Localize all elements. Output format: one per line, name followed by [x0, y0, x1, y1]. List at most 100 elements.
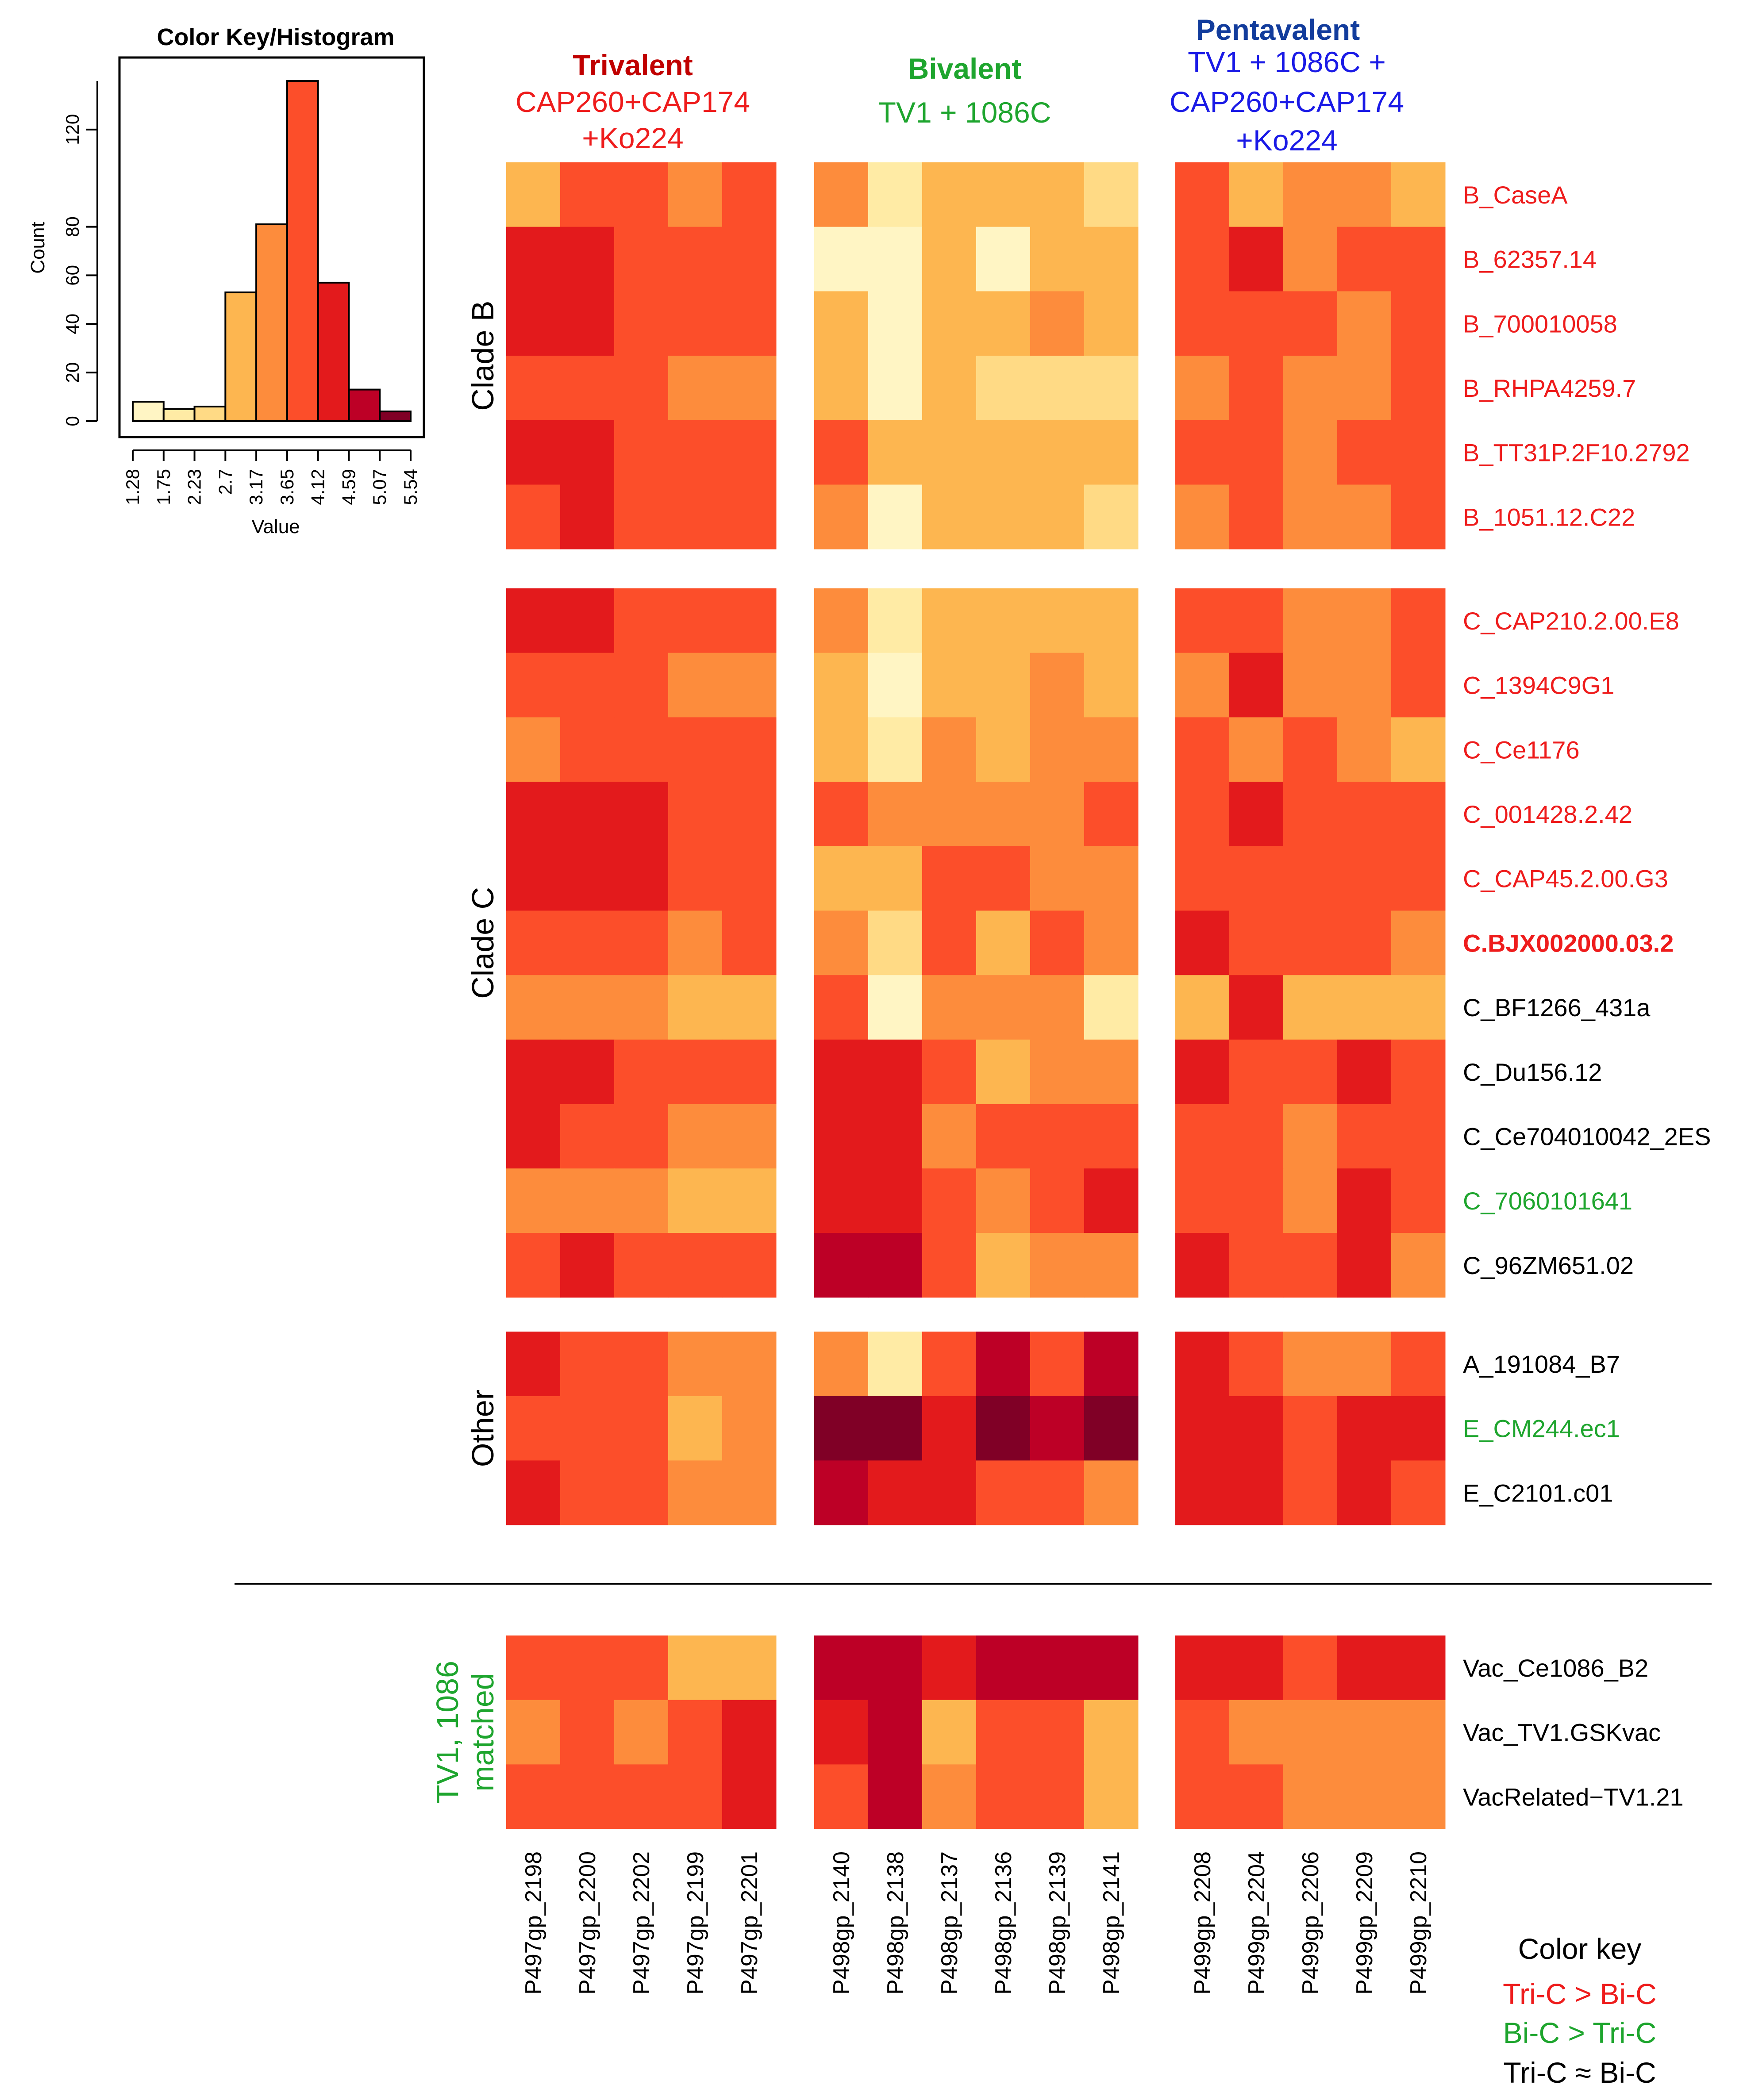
heatmap-cell [668, 162, 723, 227]
heatmap-cell [722, 1396, 777, 1461]
heatmap-cell [722, 1460, 777, 1525]
column-label: P499gp_2210 [1406, 1851, 1431, 1995]
heatmap-cell [1175, 1168, 1230, 1233]
heatmap-cell [868, 975, 923, 1040]
heatmap-cell [868, 1460, 923, 1525]
heatmap-cell [1391, 717, 1446, 782]
heatmap-cell [1337, 588, 1392, 653]
column-label: P498gp_2137 [937, 1851, 962, 1995]
heatmap-cell [814, 1764, 869, 1829]
heatmap-cell [1283, 910, 1338, 975]
heatmap-cell [868, 717, 923, 782]
heatmap-cell [1229, 484, 1284, 549]
heatmap-cell [668, 588, 723, 653]
color-key-entry-tri-approx-bi: Tri-C ≈ Bi-C [1503, 2056, 1656, 2089]
heatmap-cell [868, 910, 923, 975]
heatmap-cell [1175, 484, 1230, 549]
heatmap-cell [614, 910, 669, 975]
heatmap-cell [814, 420, 869, 485]
heatmap-cell [1229, 356, 1284, 421]
heatmap-cell [1030, 420, 1085, 485]
heatmap-cell [1084, 162, 1139, 227]
heatmap-cell [922, 356, 977, 421]
heatmap-cell [1175, 1460, 1230, 1525]
heatmap-cell [722, 227, 777, 292]
heatmap-cell [1337, 227, 1392, 292]
heatmap-cell [814, 1168, 869, 1233]
heatmap-cell [614, 588, 669, 653]
heatmap-cell [1084, 484, 1139, 549]
heatmap-cell [1391, 356, 1446, 421]
histogram-bar [132, 401, 165, 422]
heatmap-cell [1229, 910, 1284, 975]
heatmap-cell [614, 227, 669, 292]
heatmap-cell [1175, 162, 1230, 227]
heatmap-cell [1337, 356, 1392, 421]
heatmap-cell [1229, 782, 1284, 847]
heatmap-cell [560, 484, 615, 549]
heatmap-cell [1084, 356, 1139, 421]
heatmap-cells [506, 162, 1446, 1829]
heatmap-cell [1391, 1635, 1446, 1701]
heatmap-cell [1030, 356, 1085, 421]
heatmap-cell [506, 291, 561, 356]
heatmap-cell [814, 1635, 869, 1701]
heatmap-cell [1030, 846, 1085, 911]
column-label: P497gp_2202 [629, 1851, 654, 1995]
histogram-bar [348, 388, 381, 422]
column-label: P499gp_2208 [1190, 1851, 1216, 1995]
column-label: P498gp_2138 [883, 1851, 908, 1995]
group-title-bivalent: Bivalent [908, 52, 1022, 85]
histogram-bar [379, 411, 412, 422]
heatmap-cell [1175, 975, 1230, 1040]
histogram-xtick-label: 4.59 [338, 469, 359, 505]
heatmap-cell [868, 588, 923, 653]
heatmap-cell [1229, 653, 1284, 718]
heatmap-cell [1175, 356, 1230, 421]
heatmap-cell [1175, 1396, 1230, 1461]
heatmap-cell [668, 1332, 723, 1397]
heatmap-cell [1030, 291, 1085, 356]
histogram-xtick-label: 5.07 [369, 469, 390, 505]
heatmap-cell [1229, 1039, 1284, 1105]
heatmap-cell [722, 484, 777, 549]
heatmap-cell [1229, 1332, 1284, 1397]
heatmap-cell [1391, 1460, 1446, 1525]
heatmap-cell [868, 1233, 923, 1298]
heatmap-cell [614, 1104, 669, 1169]
heatmap-cell [976, 846, 1031, 911]
heatmap-cell [868, 1104, 923, 1169]
heatmap-cell [922, 484, 977, 549]
heatmap-cell [1084, 975, 1139, 1040]
heatmap-cell [1337, 717, 1392, 782]
heatmap-cell [976, 162, 1031, 227]
heatmap-cell [1229, 1104, 1284, 1169]
row-label: B_TT31P.2F10.2792 [1463, 439, 1690, 467]
heatmap-cell [1084, 588, 1139, 653]
heatmap-cell [1084, 1039, 1139, 1105]
heatmap-cell [1229, 588, 1284, 653]
heatmap-cell [814, 782, 869, 847]
heatmap-cell [1337, 910, 1392, 975]
heatmap-cell [560, 1764, 615, 1829]
heatmap-cell [1391, 1396, 1446, 1461]
histogram-xtick-label: 1.75 [153, 469, 174, 505]
column-labels: P497gp_2198 P497gp_2200 P497gp_2202 P497gp_… [521, 1851, 1431, 1995]
heatmap-cell [1229, 1700, 1284, 1765]
heatmap-cell [922, 1764, 977, 1829]
heatmap-cell [668, 1396, 723, 1461]
heatmap-cell [614, 1168, 669, 1233]
heatmap-cell [1283, 356, 1338, 421]
heatmap-cell [1084, 1332, 1139, 1397]
heatmap-cell [1084, 717, 1139, 782]
heatmap-cell [814, 846, 869, 911]
heatmap-cell [1337, 420, 1392, 485]
heatmap-cell [506, 1233, 561, 1298]
heatmap-cell [868, 1764, 923, 1829]
heatmap-cell [814, 1104, 869, 1169]
heatmap-cell [560, 356, 615, 421]
heatmap-cell [560, 653, 615, 718]
heatmap-cell [1283, 975, 1338, 1040]
heatmap-cell [668, 717, 723, 782]
heatmap-cell [922, 1332, 977, 1397]
